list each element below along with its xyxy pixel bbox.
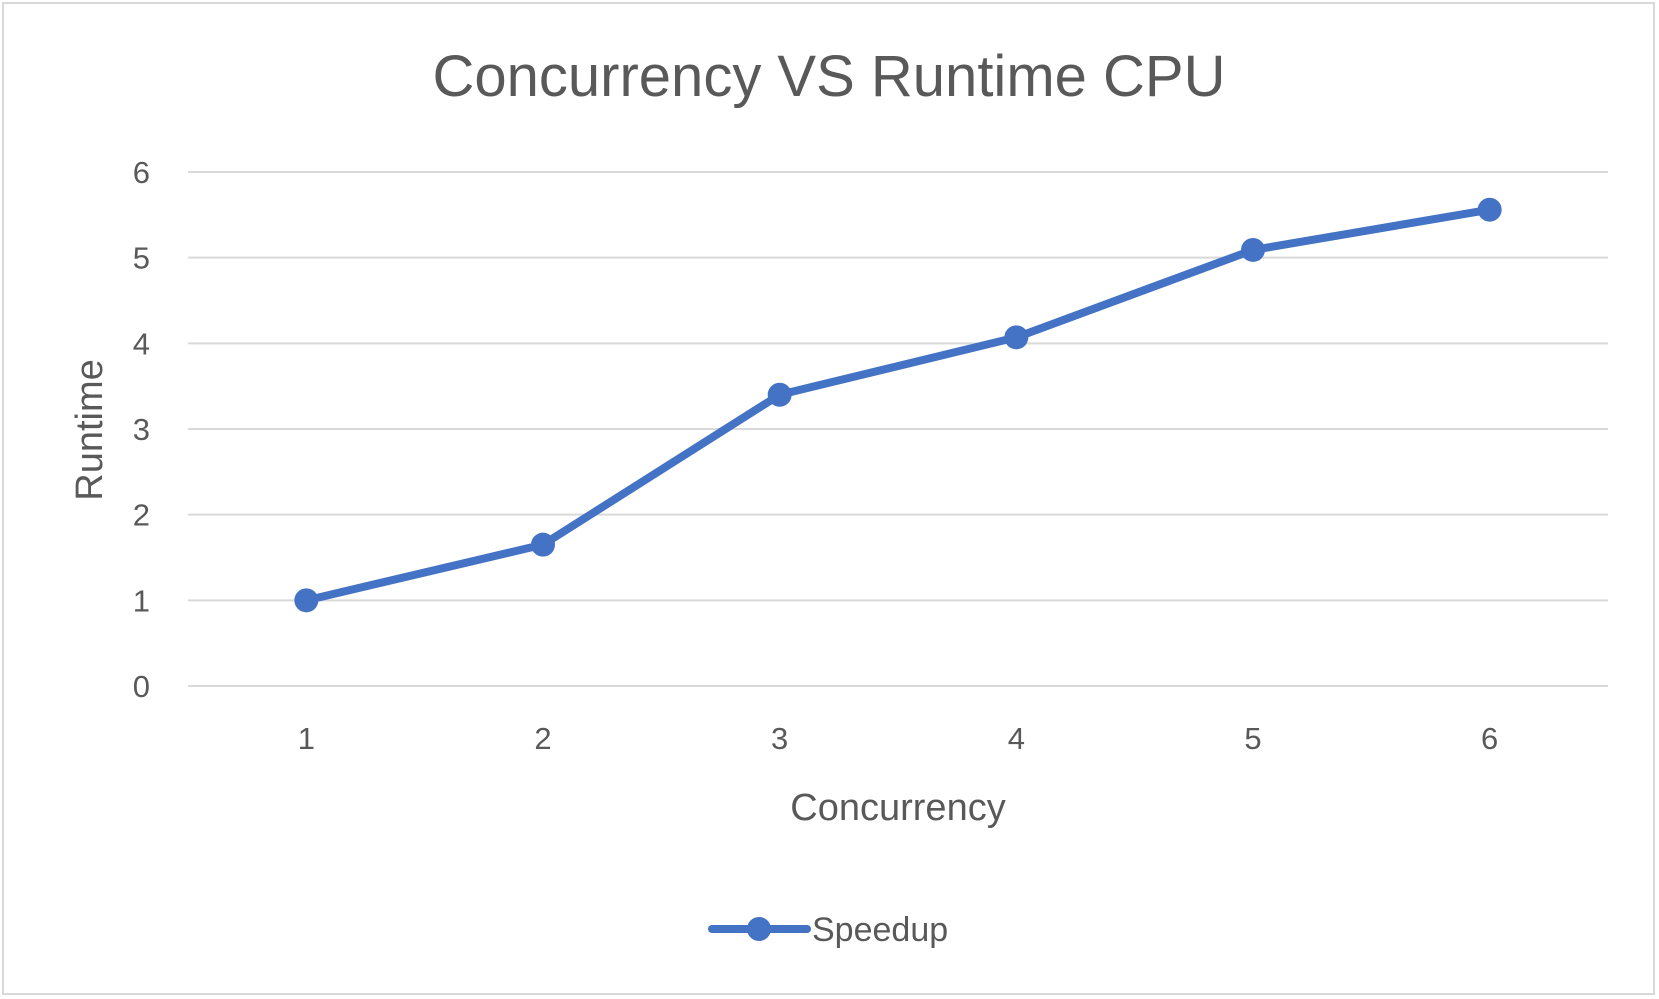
x-tick-label: 5 [1244, 721, 1261, 756]
y-tick-label: 1 [133, 583, 150, 618]
x-tick-label: 4 [1008, 721, 1025, 756]
y-tick-label: 2 [133, 498, 150, 533]
data-point [1477, 197, 1502, 222]
x-axis-title: Concurrency [790, 787, 1005, 829]
legend: Speedup [708, 911, 948, 949]
gridlines [188, 171, 1608, 687]
x-tick-label: 1 [298, 721, 315, 756]
data-point [767, 382, 792, 407]
data-point [1241, 237, 1265, 262]
series-speedup [294, 197, 1502, 613]
x-tick-label: 3 [771, 721, 788, 756]
y-tick-label: 6 [133, 155, 150, 190]
x-tick-labels: 1 2 3 4 5 6 [298, 721, 1499, 756]
y-tick-label: 3 [133, 412, 150, 447]
chart-title: Concurrency VS Runtime CPU [433, 44, 1226, 109]
x-tick-label: 6 [1481, 721, 1498, 756]
data-point [294, 588, 319, 613]
y-tick-labels: 0 1 2 3 4 5 6 [133, 155, 150, 704]
y-tick-label: 4 [133, 326, 150, 361]
y-tick-label: 0 [133, 669, 150, 704]
y-tick-label: 5 [133, 241, 150, 276]
data-point [531, 532, 555, 557]
x-tick-label: 2 [534, 721, 551, 756]
series-line [302, 205, 1494, 605]
legend-label: Speedup [812, 911, 948, 949]
legend-marker-swatch [747, 917, 771, 941]
y-axis-title: Runtime [69, 359, 111, 501]
data-point [1004, 325, 1029, 350]
